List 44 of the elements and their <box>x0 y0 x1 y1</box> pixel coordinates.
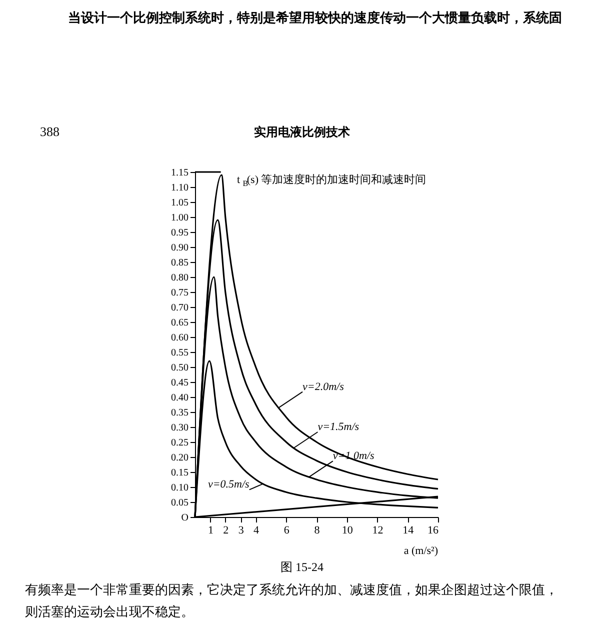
text: 当设计一个比例控制系统时，特别是希望用较快的速度传动一个大惯量负载时，系统固 <box>68 10 562 25</box>
y-tick-label: 0.40 <box>171 392 188 404</box>
y-tick-label: 0.05 <box>171 498 188 508</box>
y-tick-label: 0.20 <box>171 452 188 464</box>
y-tick-label: 1.15 <box>171 168 188 178</box>
y-tick-label: 0.30 <box>171 422 188 434</box>
x-tick-label: 4 <box>254 524 260 536</box>
y-tick-label: 0.90 <box>171 242 188 254</box>
x-tick-label: 12 <box>372 524 384 536</box>
annotation: v=2.0m/s <box>302 380 344 393</box>
y-tick-label: 0.80 <box>171 272 188 284</box>
y-tick-label: 0.50 <box>171 362 188 374</box>
y-tick-label: O <box>181 512 188 524</box>
y-tick-label: 1.00 <box>171 212 188 224</box>
x-tick-label: 2 <box>223 524 229 536</box>
y-tick-label: 0.55 <box>171 348 188 358</box>
y-tick-label: 0.75 <box>171 288 188 298</box>
x-axis-title: a (m/s²) <box>404 545 438 557</box>
text: 实用电液比例技术 <box>254 125 350 139</box>
annotation: v=0.5m/s <box>208 478 250 491</box>
y-tick-label: 0.95 <box>171 228 188 238</box>
y-tick-label: 0.10 <box>171 482 188 494</box>
y-tick-label: 1.05 <box>171 198 188 208</box>
x-tick-label: 10 <box>342 524 354 536</box>
x-tick-label: 14 <box>402 524 414 536</box>
y-tick-label: 0.35 <box>171 408 188 418</box>
x-tick-label: 6 <box>284 524 290 536</box>
y-tick-label: 1.10 <box>171 182 188 194</box>
caption: 图 15-24 <box>280 560 324 574</box>
y-tick-label: 0.25 <box>171 438 188 448</box>
text: 388 <box>40 124 60 139</box>
x-tick-label: 8 <box>314 524 320 536</box>
annotation: v=1.5m/s <box>318 421 360 433</box>
text: 则活塞的运动会出现不稳定。 <box>25 604 194 619</box>
y-tick-label: 0.65 <box>171 318 188 328</box>
y-tick-label: 0.70 <box>171 302 188 314</box>
x-tick-label: 1 <box>208 524 214 536</box>
text: 有频率是一个非常重要的因素，它决定了系统允许的加、减速度值，如果企图超过这个限值， <box>25 582 558 597</box>
x-tick-label: 16 <box>428 524 439 536</box>
x-tick-label: 3 <box>238 524 244 536</box>
y-tick-label: 0.60 <box>171 332 188 344</box>
y-tick-label: 0.45 <box>171 378 188 388</box>
y-tick-label: 0.15 <box>171 468 188 478</box>
y-tick-label: 0.85 <box>171 258 188 268</box>
